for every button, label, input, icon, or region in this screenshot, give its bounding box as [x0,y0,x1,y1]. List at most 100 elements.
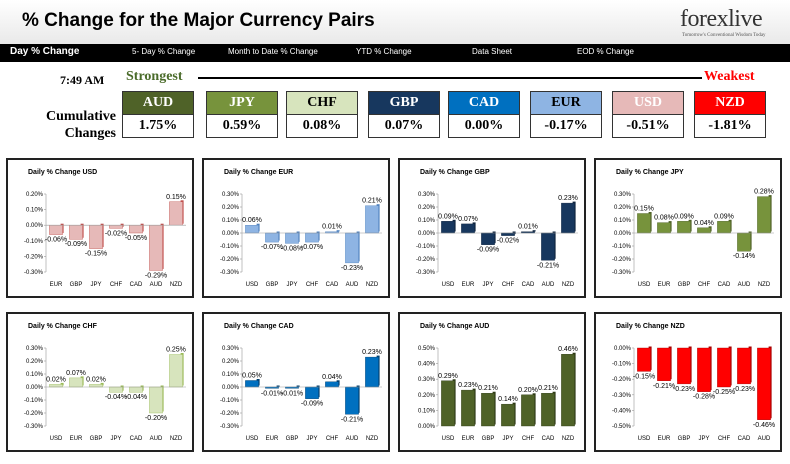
y-tick-label: 0.10% [418,218,436,224]
currency-code: GBP [368,91,440,115]
data-label: 0.21% [478,385,498,392]
bar-nzd [169,354,183,388]
bar-cad [129,224,143,234]
data-label: 0.05% [242,373,262,380]
chart-title: Daily % Change CAD [224,323,294,330]
bar-usd [245,380,259,388]
data-label: -0.01% [281,390,303,397]
bar-eur [657,222,671,234]
y-tick-label: 0.30% [222,346,240,352]
bar-chart: Daily % Change EUR 0.30% 0.20% 0.10% 0.00% -0… [220,169,382,288]
currency-value: -0.51% [612,115,684,138]
data-label: -0.04% [105,394,127,401]
x-tick-label: NZD [562,436,575,442]
data-label: 0.23% [458,382,478,389]
y-tick-label: -0.20% [24,411,44,417]
x-tick-label: CAD [326,282,339,288]
bar-cad [737,347,751,385]
y-tick-label: 0.10% [614,218,632,224]
data-label: 0.06% [242,217,262,224]
tab-data-sheet[interactable]: Data Sheet [472,47,513,56]
bar-usd [245,224,259,234]
y-tick-label: 0.30% [418,192,436,198]
data-label: 0.28% [754,189,774,196]
chart-title: Daily % Change AUD [420,323,489,330]
data-label: -0.15% [633,373,655,380]
currency-code: CHF [286,91,358,115]
data-label: 0.04% [694,220,714,227]
bar-cad [129,386,143,393]
tab-ytd-change[interactable]: YTD % Change [356,47,412,56]
data-label: 0.29% [438,373,458,380]
bar-chart: Daily % Change AUD0.50%0.40%0.30%0.20%0.… [418,323,578,442]
bar-chart: Daily % Change CAD 0.30% 0.20% 0.10% 0.00% -0… [220,323,382,442]
data-label: -0.21% [537,262,559,269]
x-tick-label: EUR [462,282,475,288]
x-tick-label: JPY [502,436,513,442]
data-label: -0.09% [65,241,87,248]
bar-chart: Daily % Change NZD 0.00% -0.10% -0.20% -0.30… [612,323,775,442]
bar-gbp [677,221,691,234]
y-tick-label: 0.20% [222,205,240,211]
bar-side [296,385,300,387]
y-tick-label: 0.10% [26,372,44,378]
y-tick-label: 0.00% [614,231,632,237]
bar-side [336,230,340,232]
data-label: 0.20% [518,387,538,394]
data-label: 0.23% [362,349,382,356]
currency-code: JPY [206,91,278,115]
currency-value: 0.08% [286,115,358,138]
data-label: -0.25% [713,389,735,396]
y-tick-label: -0.20% [24,254,44,260]
logo-text: forexlive [680,6,763,32]
x-tick-label: JPY [482,282,493,288]
forexlive-logo[interactable]: forexlive Tomorrow's Conventional Wisdom… [672,6,784,40]
cumulative-changes-label: Cumulative Changes [36,108,116,142]
currency-value: 0.07% [368,115,440,138]
data-label: 0.02% [46,376,66,383]
bar-side [100,382,104,386]
x-tick-label: NZD [758,282,771,288]
x-tick-label: EUR [658,282,671,288]
chart-panel-5: Daily % Change CHF 0.30% 0.20% 0.10% 0.00% -0… [6,312,194,452]
data-label: 0.07% [458,216,478,223]
y-tick-label: 0.10% [222,372,240,378]
x-tick-label: CHF [718,436,731,442]
currency-box-jpy: JPY 0.59% [206,91,278,138]
data-label: 0.09% [714,213,734,220]
data-label: 0.15% [166,194,186,201]
currency-box-eur: EUR -0.17% [530,91,602,138]
bar-chart: Daily % Change JPY 0.30% 0.20% 0.10% 0.00% -0… [612,169,774,288]
tab-5-day-change[interactable]: 5- Day % Change [132,47,196,56]
tab-eod-change[interactable]: EOD % Change [577,47,634,56]
bar-usd [637,347,651,372]
data-label: -0.21% [341,416,363,423]
bar-eur [657,347,671,381]
bar-jpy [697,347,711,392]
x-tick-label: USD [246,436,259,442]
x-tick-label: CHF [326,436,339,442]
x-tick-label: CAD [718,282,731,288]
bar-eur [49,224,63,235]
chart-title: Daily % Change CHF [28,323,98,330]
bar-nzd [365,356,379,388]
bar-side [532,230,536,232]
bar-aud [149,224,163,271]
x-tick-label: CHF [698,282,711,288]
tab-day-change[interactable]: Day % Change [10,46,80,57]
x-tick-label: CAD [130,436,143,442]
chart-panel-6: Daily % Change CAD 0.30% 0.20% 0.10% 0.00% -0… [202,312,390,452]
data-label: -0.23% [673,386,695,393]
bar-usd [49,384,63,388]
y-tick-label: 0.30% [222,192,240,198]
bar-chf [325,381,339,388]
y-tick-label: -0.10% [24,239,44,245]
tab-month-to-date[interactable]: Month to Date % Change [228,47,318,56]
bar-nzd [757,196,771,234]
bar-chf [305,232,319,243]
x-tick-label: CHF [110,282,123,288]
y-tick-label: -0.10% [24,398,44,404]
data-label: 0.02% [86,376,106,383]
data-label: -0.01% [261,390,283,397]
data-label: 0.21% [362,198,382,205]
